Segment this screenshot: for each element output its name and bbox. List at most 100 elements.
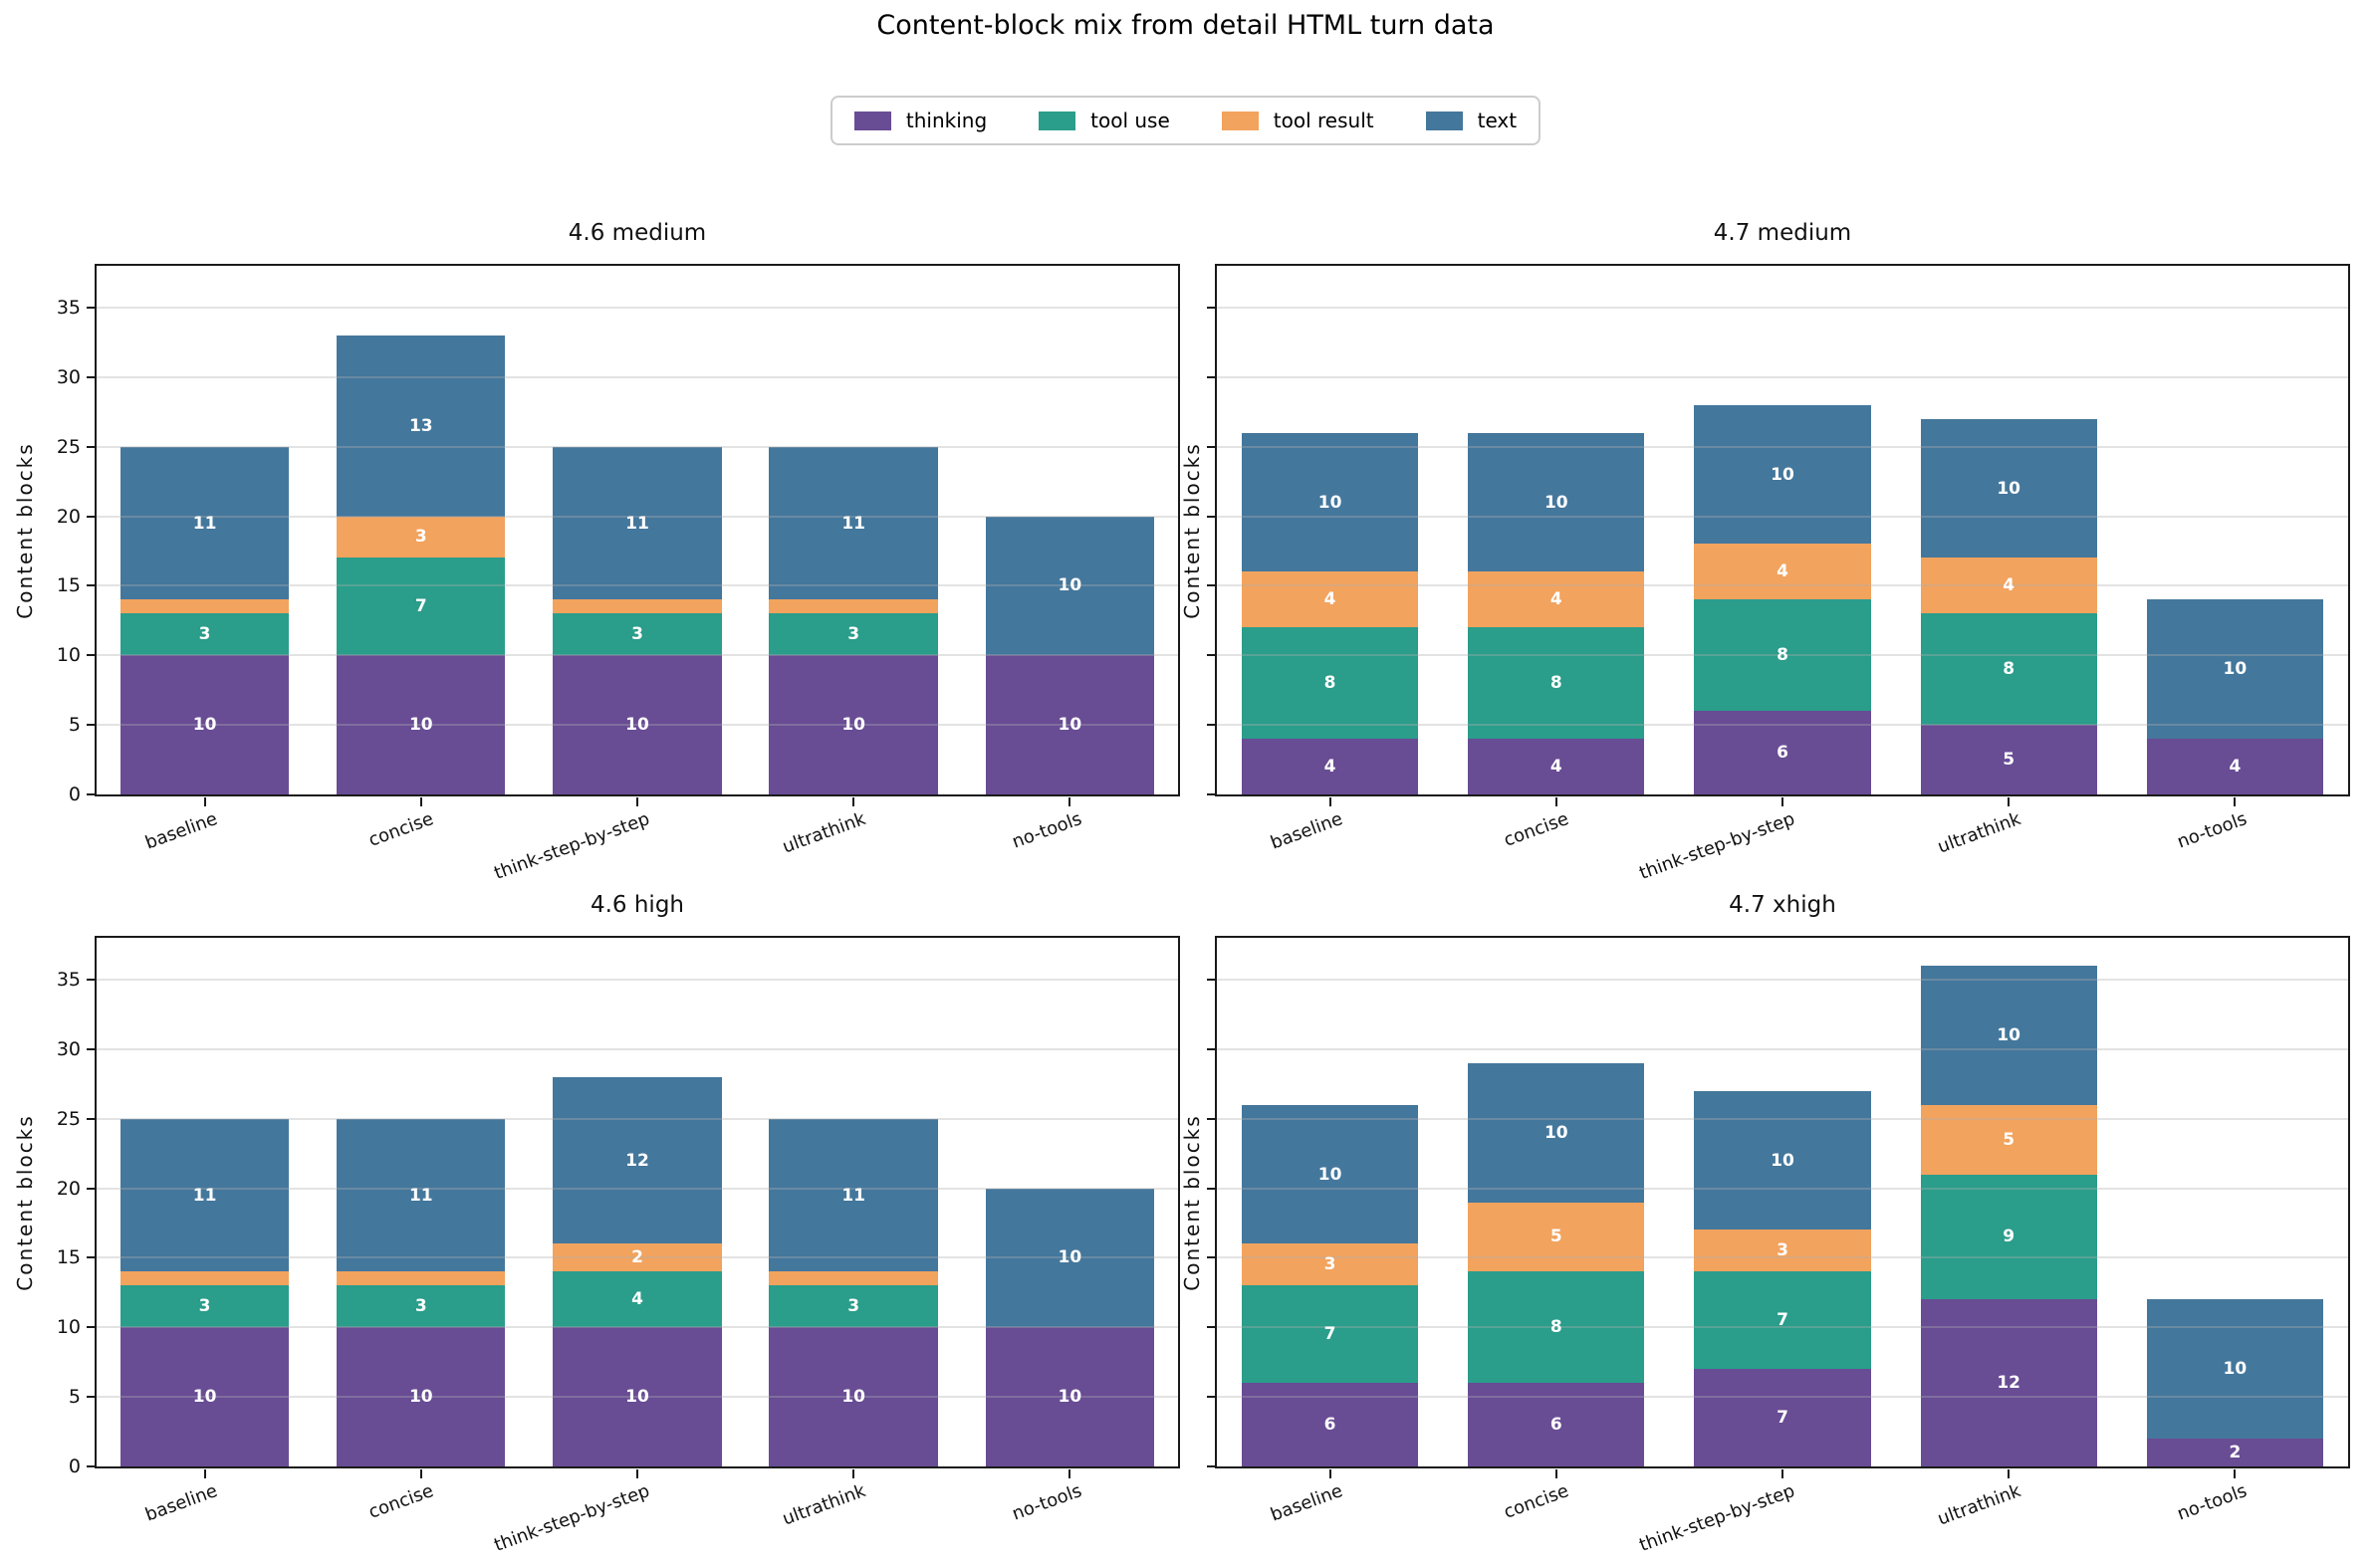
y-tick-label: 10: [56, 644, 81, 667]
y-tick: [1207, 1396, 1215, 1399]
bar-segment-text: [2146, 1299, 2323, 1440]
y-tick: [1207, 1117, 1215, 1120]
y-tick: [87, 1047, 95, 1050]
bar-segment-thinking: [1241, 739, 1419, 794]
y-tick: [1207, 1326, 1215, 1329]
x-tick: [1328, 797, 1331, 806]
bar-segment-tool-use: [1920, 1174, 2097, 1300]
subplot-title: 4.7 xhigh: [1729, 892, 1836, 918]
y-tick: [1207, 654, 1215, 657]
bar-segment-tool-result: [1468, 1202, 1645, 1272]
bar-value-label: 10: [192, 715, 217, 736]
bar-value-label: 4: [1777, 561, 1788, 582]
y-tick: [87, 1396, 95, 1399]
gridline: [1217, 445, 2348, 448]
bar-value-label: 10: [1771, 464, 1794, 485]
bar-segment-text: [769, 446, 938, 600]
bar-value-label: 10: [841, 1387, 866, 1408]
y-tick: [87, 1117, 95, 1120]
bar-value-label: 3: [847, 1296, 860, 1317]
bar-segment-tool-use: [1694, 1271, 1871, 1370]
x-tick: [2234, 1469, 2237, 1478]
bar-segment-tool-result: [119, 599, 290, 614]
bar-segment-text: [553, 446, 722, 600]
bar-segment-tool-use: [553, 613, 722, 656]
gridline: [1217, 978, 2348, 981]
gridline: [97, 1117, 1178, 1120]
gridline: [1217, 654, 2348, 657]
bar-segment-text: [337, 335, 506, 517]
bar-value-label: 11: [192, 1185, 217, 1206]
bar-value-label: 6: [1549, 1415, 1562, 1436]
bar-segment-thinking: [1468, 1383, 1645, 1466]
bar-value-label: 11: [841, 1185, 866, 1206]
figure-title: Content-block mix from detail HTML turn …: [876, 10, 1495, 41]
bar-segment-text: [119, 1118, 290, 1272]
bar-segment-text: [1694, 1090, 1871, 1231]
bar-value-label: 10: [841, 715, 866, 736]
bar-segment-thinking: [337, 1327, 506, 1466]
bar-segment-thinking: [769, 655, 938, 794]
bar-value-label: 6: [1777, 743, 1788, 764]
y-tick: [1207, 1047, 1215, 1050]
bar-value-label: 10: [192, 1387, 217, 1408]
gridline: [1217, 375, 2348, 378]
x-tick: [203, 797, 206, 806]
bar-segment-thinking: [1468, 739, 1645, 794]
bar-segment-thinking: [985, 655, 1155, 794]
bar-segment-text: [2146, 599, 2323, 740]
y-tick-label: 10: [56, 1316, 81, 1339]
y-tick: [1207, 584, 1215, 587]
y-tick: [1207, 445, 1215, 448]
legend-label: tool use: [1090, 109, 1170, 132]
bar-value-label: 10: [408, 715, 433, 736]
gridline: [97, 1396, 1178, 1399]
gridline: [97, 584, 1178, 587]
y-tick-label: 20: [56, 1177, 81, 1200]
bar-value-label: 5: [2003, 750, 2015, 771]
bar-segment-tool-result: [1241, 1243, 1419, 1286]
gridline: [97, 724, 1178, 727]
bar-segment-text: [1920, 418, 2097, 559]
bar-value-label: 11: [408, 1185, 433, 1206]
bar-value-label: 7: [414, 596, 427, 617]
bar-segment-thinking: [337, 655, 506, 794]
bar-segment-tool-result: [1694, 1230, 1871, 1272]
legend-wrap: thinking tool use tool result text: [0, 96, 2371, 145]
gridline: [97, 1256, 1178, 1259]
y-tick: [1207, 1187, 1215, 1190]
gridline: [97, 654, 1178, 657]
y-axis-label: Content blocks: [1180, 441, 1204, 619]
subplot-4-7-xhigh: 4.7 xhigh Content blocks 6 7 3 10 baseline 6 8…: [1180, 892, 2350, 1556]
y-tick: [87, 1187, 95, 1190]
y-tick-label: 30: [56, 1037, 81, 1060]
x-tick: [1781, 797, 1783, 806]
bar-value-label: 10: [1997, 478, 2021, 499]
bar-segment-text: [1920, 965, 2097, 1105]
x-tick-label: baseline: [141, 1480, 220, 1526]
bar-value-label: 4: [1323, 757, 1336, 778]
bar-value-label: 4: [2003, 575, 2015, 596]
bar-value-label: 10: [1058, 1387, 1082, 1408]
bar-segment-thinking: [2146, 1439, 2323, 1466]
bar-value-label: 4: [1323, 589, 1336, 610]
gridline: [1217, 1326, 2348, 1329]
bar-segment-text: [985, 516, 1155, 656]
bar-value-label: 11: [192, 513, 217, 534]
bar-value-label: 10: [1543, 1122, 1568, 1143]
gridline: [97, 1326, 1178, 1329]
bar-value-label: 3: [198, 1296, 211, 1317]
bar-value-label: 10: [2223, 659, 2248, 680]
y-tick-label: 0: [68, 1456, 81, 1477]
y-tick-label: 15: [56, 1246, 81, 1269]
bar-value-label: 10: [1997, 1024, 2021, 1045]
bar-value-label: 4: [2229, 757, 2242, 778]
bar-segment-tool-use: [769, 1285, 938, 1328]
bar-segment-tool-result: [553, 1243, 722, 1272]
x-tick: [419, 797, 422, 806]
legend-swatch-tool-use: [1039, 111, 1076, 130]
y-tick: [1207, 515, 1215, 518]
y-tick: [1207, 1465, 1215, 1467]
bar-segment-tool-result: [119, 1271, 290, 1286]
